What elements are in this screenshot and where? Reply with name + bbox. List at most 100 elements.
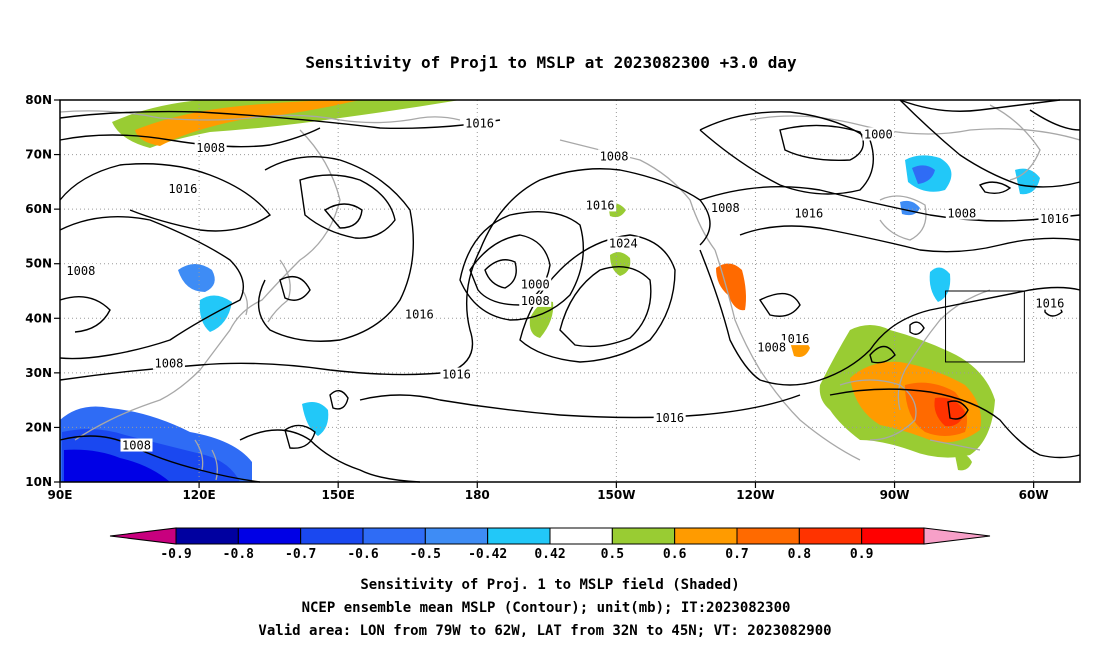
caption-line-2: NCEP ensemble mean MSLP (Contour); unit(… <box>302 600 791 616</box>
coast-gulf-mexico <box>839 379 917 441</box>
negative-area-tibet <box>178 264 215 292</box>
contour-line <box>359 394 801 419</box>
colorbar-arrow-right <box>923 527 991 545</box>
colorbar-segment <box>549 527 613 545</box>
contour-label-bg <box>792 206 825 220</box>
contour-label-bg <box>607 236 640 250</box>
contour-label-bg <box>519 277 552 291</box>
mslp-contours <box>59 99 1081 483</box>
coast-canada-arctic <box>749 115 1081 141</box>
contour-label-bg <box>862 127 895 141</box>
coast-alaska <box>559 139 716 251</box>
colorbar-segment <box>362 527 426 545</box>
contour-label-bg <box>945 206 978 220</box>
contour-label: 1008 <box>155 357 184 371</box>
contour-label: 1008 <box>600 149 629 163</box>
colorbar-label: -0.7 <box>285 547 316 562</box>
lat-tick-label: 20N <box>25 420 52 434</box>
caption-line-1: Sensitivity of Proj. 1 to MSLP field (Sh… <box>360 577 739 593</box>
colorbar-label: -0.5 <box>410 547 441 562</box>
coast-north-america-west <box>714 249 861 461</box>
colorbar: -0.9 -0.8 -0.7 -0.6 -0.5 -0.42 0.42 0.5 0.6 0.7 0.… <box>109 527 991 562</box>
contour-line <box>829 388 1081 459</box>
contour-label-bg <box>463 116 496 130</box>
contour-line <box>739 225 1081 253</box>
negative-area-canada-core <box>912 165 935 184</box>
lat-tick-label: 30N <box>25 366 52 380</box>
colorbar-label: 0.9 <box>850 547 873 562</box>
negative-area-south-china-sea-deep <box>64 449 170 482</box>
contour-label: 1008 <box>66 264 95 278</box>
lon-tick-label: 60W <box>1019 488 1049 502</box>
coast-asia-east <box>74 129 341 441</box>
contour-label: 1016 <box>655 411 684 425</box>
contour-line <box>59 216 244 360</box>
colorbar-segment <box>736 527 800 545</box>
contour-label-bg <box>1038 212 1071 226</box>
colorbar-segment <box>611 527 676 545</box>
contour-line <box>257 155 414 342</box>
contour-label: 1000 <box>864 127 893 141</box>
contour-label: 1016 <box>794 207 823 221</box>
contour-line <box>459 210 585 321</box>
contour-label: 1016 <box>1035 297 1064 311</box>
contour-label-bg <box>166 182 199 196</box>
coast-north-america-east <box>897 289 991 411</box>
positive-area-caribbean <box>955 453 972 471</box>
colorbar-label: 0.8 <box>788 547 812 562</box>
positive-area-central-pacific <box>529 301 554 338</box>
colorbar-segment <box>861 527 925 545</box>
contour-label: 1008 <box>757 340 786 354</box>
contour-line <box>323 203 363 229</box>
contour-label-bg <box>519 293 552 307</box>
contour-line <box>59 110 501 130</box>
colorbar-label: 0.6 <box>663 547 687 562</box>
valid-area-box <box>945 290 1025 363</box>
map-frame <box>59 99 1081 483</box>
contour-label-bg <box>1033 296 1066 310</box>
colorbar-label: 0.7 <box>725 547 748 562</box>
contour-line <box>947 400 969 420</box>
contour-line <box>239 429 421 483</box>
coast-caribbean <box>929 439 981 451</box>
contour-line <box>559 266 652 348</box>
contour-label: 1008 <box>947 207 976 221</box>
contour-label: 1016 <box>442 368 471 382</box>
coast-greenland <box>989 104 1041 181</box>
coast-japan <box>267 259 291 323</box>
contour-line <box>59 435 261 483</box>
contour-label-bg <box>194 141 227 155</box>
contour-line <box>299 174 396 239</box>
contour-line <box>1029 109 1081 131</box>
colorbar-segment <box>300 527 364 545</box>
figure-title: Sensitivity of Proj1 to MSLP at 20230823… <box>305 53 797 72</box>
contour-label-bg <box>120 438 153 452</box>
contour-labels: 1016 1008 1016 1008 1000 1016 1008 1016 1008 1016… <box>64 116 1071 453</box>
map-panel: 1016 1008 1016 1008 1000 1016 1008 1016 1008 1016… <box>25 93 1081 502</box>
contour-label: 1016 <box>405 308 434 322</box>
colorbar-label: 0.5 <box>601 547 624 562</box>
coast-asia-north <box>59 110 461 124</box>
caption-line-3: Valid area: LON from 79W to 62W, LAT fro… <box>258 623 831 639</box>
colorbar-segment <box>487 527 551 545</box>
colorbar-label: -0.42 <box>468 547 507 562</box>
colorbar-segment <box>674 527 738 545</box>
lon-tick-label: 120W <box>736 488 774 502</box>
lat-tick-label: 40N <box>25 311 52 325</box>
colorbar-label: -0.9 <box>160 547 191 562</box>
latitude-axis: 80N 70N 60N 50N 40N 30N 20N 10N <box>25 93 60 489</box>
lat-tick-label: 50N <box>25 257 52 271</box>
contour-label: 1016 <box>465 117 494 131</box>
contour-line <box>484 259 517 289</box>
longitude-axis: 90E 120E 150E 180 150W 120W 90W 60W <box>48 482 1049 502</box>
positive-area-arctic-core <box>135 100 360 146</box>
contour-line <box>699 249 1081 386</box>
contour-label: 1016 <box>586 198 615 212</box>
contour-line <box>909 321 925 335</box>
contour-label: 1008 <box>122 439 151 453</box>
contour-label: 1024 <box>609 237 638 251</box>
colorbar-arrow-left <box>109 527 177 545</box>
contour-label-bg <box>440 367 473 381</box>
contour-label-bg <box>403 307 436 321</box>
